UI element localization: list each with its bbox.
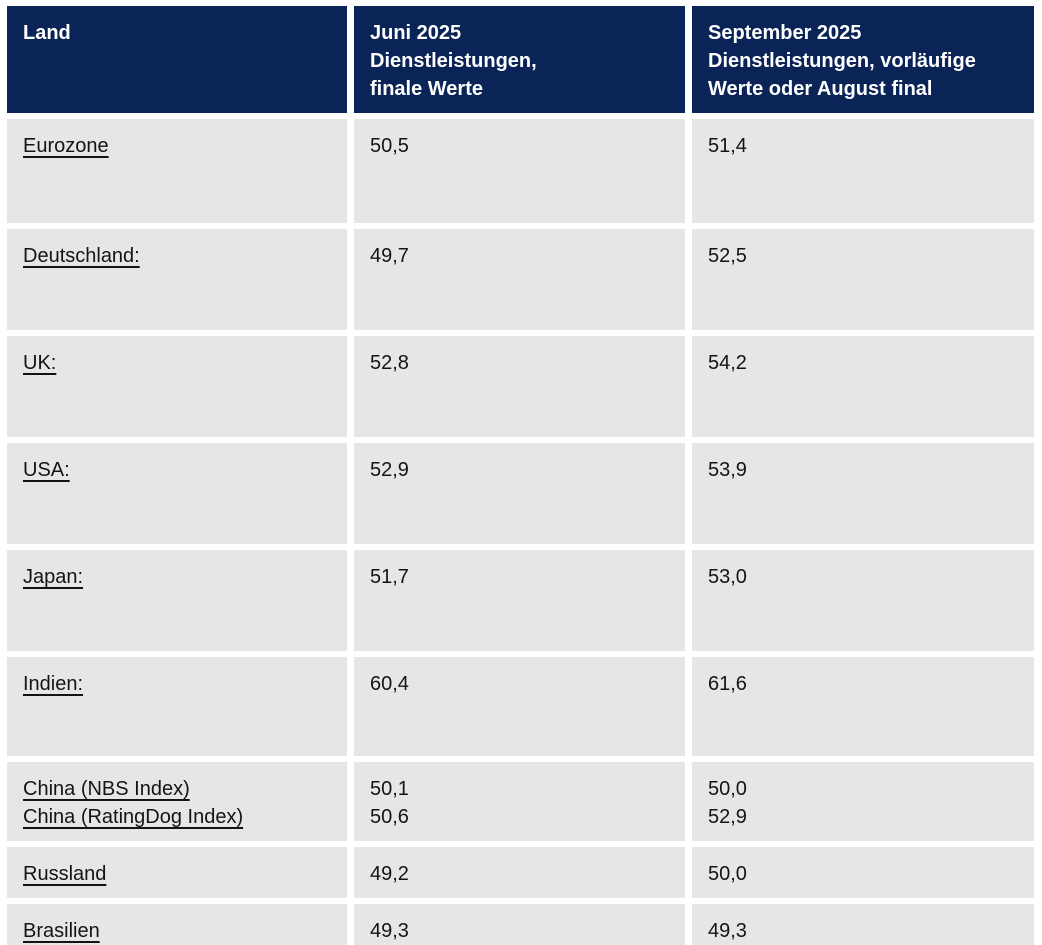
- country-cell: Eurozone: [7, 119, 347, 223]
- value-cell-september: 50,0 52,9: [692, 762, 1034, 841]
- value-cell-september: 51,4: [692, 119, 1034, 223]
- table-row-brasilien: Brasilien 49,3 49,3: [7, 904, 1034, 945]
- country-link-eurozone[interactable]: Eurozone: [23, 135, 109, 157]
- value-cell-september: 54,2: [692, 336, 1034, 437]
- country-link-indien[interactable]: Indien:: [23, 673, 84, 695]
- value-cell-juni: 50,1 50,6: [354, 762, 685, 841]
- table-row-uk: UK: 52,8 54,2: [7, 336, 1034, 437]
- column-header-september-2025: September 2025 Dienstleistungen, vorläuf…: [692, 6, 1034, 113]
- value-cell-september: 49,3: [692, 904, 1034, 945]
- value-cell-juni: 49,3: [354, 904, 685, 945]
- country-cell: USA:: [7, 443, 347, 544]
- country-cell: Indien:: [7, 657, 347, 756]
- country-cell: Brasilien: [7, 904, 347, 945]
- country-cell: China (NBS Index) China (RatingDog Index…: [7, 762, 347, 841]
- country-link-russland[interactable]: Russland: [23, 863, 107, 885]
- country-link-brasilien[interactable]: Brasilien: [23, 920, 100, 942]
- value-cell-juni: 60,4: [354, 657, 685, 756]
- value-cell-juni: 50,5: [354, 119, 685, 223]
- country-link-uk[interactable]: UK:: [23, 352, 57, 374]
- country-link-deutschland[interactable]: Deutschland:: [23, 245, 140, 267]
- column-header-land: Land: [7, 6, 347, 113]
- value-cell-juni: 52,8: [354, 336, 685, 437]
- table-row-usa: USA: 52,9 53,9: [7, 443, 1034, 544]
- country-cell: Deutschland:: [7, 229, 347, 330]
- table-row-japan: Japan: 51,7 53,0: [7, 550, 1034, 651]
- value-cell-juni: 49,2: [354, 847, 685, 898]
- header-row: Land Juni 2025 Dienstleistungen, finale …: [7, 6, 1034, 113]
- table-row-indien: Indien: 60,4 61,6: [7, 657, 1034, 756]
- value-cell-september: 53,0: [692, 550, 1034, 651]
- value-cell-juni: 52,9: [354, 443, 685, 544]
- value-cell-september: 53,9: [692, 443, 1034, 544]
- table-row-russland: Russland 49,2 50,0: [7, 847, 1034, 898]
- country-cell: UK:: [7, 336, 347, 437]
- country-cell: Japan:: [7, 550, 347, 651]
- country-link-japan[interactable]: Japan:: [23, 566, 84, 588]
- table-row-china: China (NBS Index) China (RatingDog Index…: [7, 762, 1034, 841]
- value-cell-juni: 51,7: [354, 550, 685, 651]
- country-link-usa[interactable]: USA:: [23, 459, 70, 481]
- country-link-china[interactable]: China (NBS Index) China (RatingDog Index…: [23, 778, 244, 828]
- value-cell-september: 52,5: [692, 229, 1034, 330]
- table-row-deutschland: Deutschland: 49,7 52,5: [7, 229, 1034, 330]
- value-cell-september: 61,6: [692, 657, 1034, 756]
- value-cell-juni: 49,7: [354, 229, 685, 330]
- country-cell: Russland: [7, 847, 347, 898]
- column-header-juni-2025: Juni 2025 Dienstleistungen, finale Werte: [354, 6, 685, 113]
- value-cell-september: 50,0: [692, 847, 1034, 898]
- table-row-eurozone: Eurozone 50,5 51,4: [7, 119, 1034, 223]
